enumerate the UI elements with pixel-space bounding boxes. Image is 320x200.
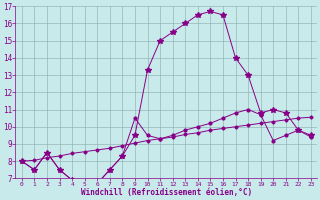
X-axis label: Windchill (Refroidissement éolien,°C): Windchill (Refroidissement éolien,°C) xyxy=(81,188,252,197)
